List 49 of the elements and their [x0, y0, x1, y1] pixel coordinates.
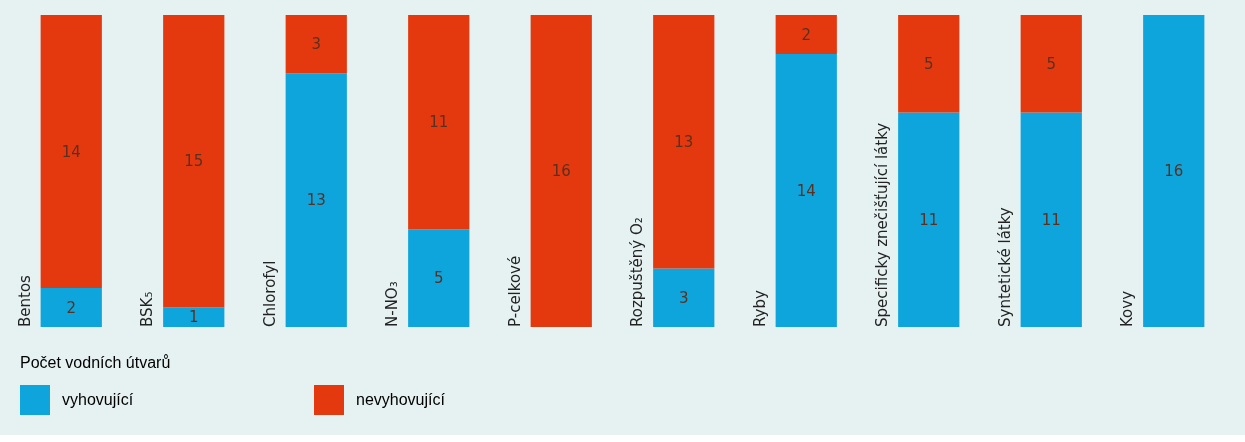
- bar: [898, 15, 960, 113]
- bar: [40, 15, 102, 288]
- x-tick-label: Syntetické látky: [995, 207, 1014, 327]
- data-label: 5: [1046, 54, 1057, 73]
- legend-title: Počet vodních útvarů: [20, 354, 171, 371]
- bar: [653, 15, 715, 269]
- bar: [1143, 15, 1205, 327]
- x-tick-label: Kovy: [1118, 290, 1137, 327]
- bar: [163, 307, 225, 327]
- bar: [898, 112, 960, 327]
- data-label: 3: [311, 35, 322, 54]
- bar: [653, 268, 715, 327]
- bar: [1020, 112, 1082, 327]
- bar: [40, 288, 102, 327]
- x-tick-label: N-NO₃: [383, 281, 402, 327]
- x-tick-label: P-celkové: [505, 255, 524, 327]
- data-label: 13: [674, 132, 694, 151]
- data-label: 11: [429, 113, 449, 132]
- data-label: 3: [678, 288, 689, 307]
- bar: [285, 73, 347, 327]
- bar: [285, 15, 347, 74]
- bar: [408, 229, 470, 327]
- x-tick-label: Ryby: [750, 290, 769, 327]
- x-tick-label: Chlorofyl: [260, 260, 279, 327]
- data-label: 11: [919, 210, 939, 229]
- legend-label: vyhovující: [62, 391, 134, 408]
- data-label: 2: [801, 25, 812, 44]
- data-label: 14: [61, 142, 81, 161]
- x-tick-label: BSK₅: [138, 291, 157, 327]
- bar: [775, 15, 837, 54]
- data-label: 5: [433, 269, 444, 288]
- data-label: 13: [306, 191, 326, 210]
- data-label: 14: [796, 181, 816, 200]
- bar: [530, 15, 592, 327]
- data-label: 5: [923, 54, 934, 73]
- data-label: 15: [184, 152, 204, 171]
- data-label: 16: [1164, 162, 1184, 180]
- x-tick-label: Rozpuštěný O₂: [628, 217, 647, 327]
- data-label: 16: [551, 162, 571, 180]
- data-label: 2: [66, 298, 77, 317]
- x-tick-label: Bentos: [15, 274, 34, 327]
- bar: [1020, 15, 1082, 113]
- bar: [163, 15, 225, 308]
- bar: [775, 54, 837, 327]
- data-label: 11: [1041, 210, 1061, 229]
- x-tick-label: Specificky znečišťující látky: [873, 122, 892, 327]
- legend-label: nevyhovující: [356, 391, 446, 408]
- data-label: 1: [188, 308, 199, 327]
- bar: [408, 15, 470, 230]
